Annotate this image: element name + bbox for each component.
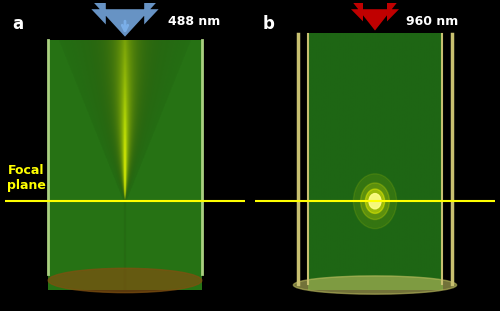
Ellipse shape	[294, 276, 456, 294]
Circle shape	[366, 189, 384, 213]
Text: 488 nm: 488 nm	[168, 15, 220, 28]
Ellipse shape	[48, 268, 202, 293]
Text: b: b	[262, 15, 274, 33]
Text: Focal
plane: Focal plane	[8, 164, 46, 192]
Text: 960 nm: 960 nm	[406, 15, 458, 28]
Polygon shape	[92, 0, 158, 37]
Text: a: a	[12, 15, 24, 33]
Polygon shape	[351, 0, 399, 30]
Circle shape	[354, 174, 397, 229]
Circle shape	[369, 193, 381, 209]
Circle shape	[360, 183, 390, 220]
